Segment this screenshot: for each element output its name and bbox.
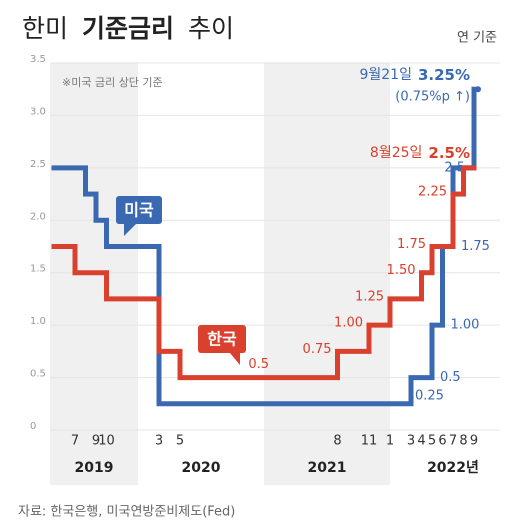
- last-value-label: 2.5%: [428, 144, 470, 162]
- x-tick-label: 5: [428, 434, 436, 449]
- last-value-label: 3.25%: [418, 66, 470, 84]
- value-label: 2.5: [444, 160, 465, 175]
- y-tick-label: 3.5: [30, 54, 46, 65]
- value-label: 0.75: [303, 342, 332, 357]
- y-tick-label: 3.0: [30, 106, 46, 117]
- last-annotation: 9월21일 3.25%: [359, 66, 470, 84]
- title-part: 기준금리: [82, 14, 174, 43]
- x-tick-label: 11: [361, 434, 378, 449]
- year-label: 2019: [75, 460, 114, 476]
- source: 자료: 한국은행, 미국연방준비제도(Fed): [18, 504, 235, 520]
- x-tick-label: 10: [98, 434, 115, 449]
- note: ※미국 금리 상단 기준: [62, 76, 163, 89]
- year-label: 2021: [308, 460, 347, 476]
- x-tick-label: 7: [449, 434, 457, 449]
- y-tick-label: 0: [30, 421, 36, 432]
- x-tick-label: 4: [417, 434, 425, 449]
- y-tick-label: 1.5: [30, 264, 46, 275]
- x-tick-label: 3: [155, 434, 163, 449]
- title-part: 추이: [188, 14, 234, 43]
- y-tick-label: 2.5: [30, 159, 46, 170]
- value-label: 1.75: [461, 239, 490, 254]
- value-label: 1.50: [387, 263, 416, 278]
- value-label: 0.25: [415, 388, 444, 403]
- title-part: 한미: [22, 14, 68, 43]
- x-tick-label: 9: [470, 434, 478, 449]
- last-annotation: 8월25일 2.5%: [370, 144, 470, 162]
- series-name: 한국: [207, 330, 237, 349]
- x-tick-label: 1: [386, 434, 394, 449]
- last-note: (0.75%p ↑): [395, 90, 470, 105]
- x-tick-label: 3: [407, 434, 415, 449]
- y-tick-label: 2.0: [30, 211, 46, 222]
- x-tick-label: 8: [459, 434, 467, 449]
- callout-tail: [230, 353, 240, 365]
- y-tick-label: 0.5: [30, 369, 46, 380]
- x-tick-label: 5: [176, 434, 184, 449]
- last-date: 9월21일: [359, 67, 411, 83]
- value-label: 1.75: [397, 237, 426, 252]
- x-tick-label: 7: [71, 434, 79, 449]
- series-name: 미국: [124, 201, 154, 220]
- value-label: 0.5: [440, 370, 461, 385]
- x-tick-label: 9: [92, 434, 100, 449]
- last-date: 8월25일: [370, 145, 422, 161]
- end-dot: [475, 86, 481, 93]
- year-bands: [50, 63, 390, 485]
- year-label: 2020: [182, 460, 221, 476]
- x-tick-label: 6: [438, 434, 446, 449]
- callout-tail: [124, 224, 136, 236]
- x-tick-label: 8: [333, 434, 341, 449]
- value-label: 1.00: [334, 316, 363, 331]
- value-label: 1.25: [355, 289, 384, 304]
- name-callout: [198, 325, 246, 353]
- value-label: 2.25: [418, 185, 447, 200]
- chart-title: 한미 기준금리 추이: [22, 14, 234, 43]
- unit-note: 연 기준: [457, 31, 497, 46]
- value-label: 1.00: [451, 318, 480, 333]
- year-band: [264, 63, 390, 485]
- y-tick-label: 1.0: [30, 316, 46, 327]
- value-label: 0.5: [248, 357, 269, 372]
- year-label: 2022년: [427, 460, 479, 476]
- name-callout: [116, 196, 162, 224]
